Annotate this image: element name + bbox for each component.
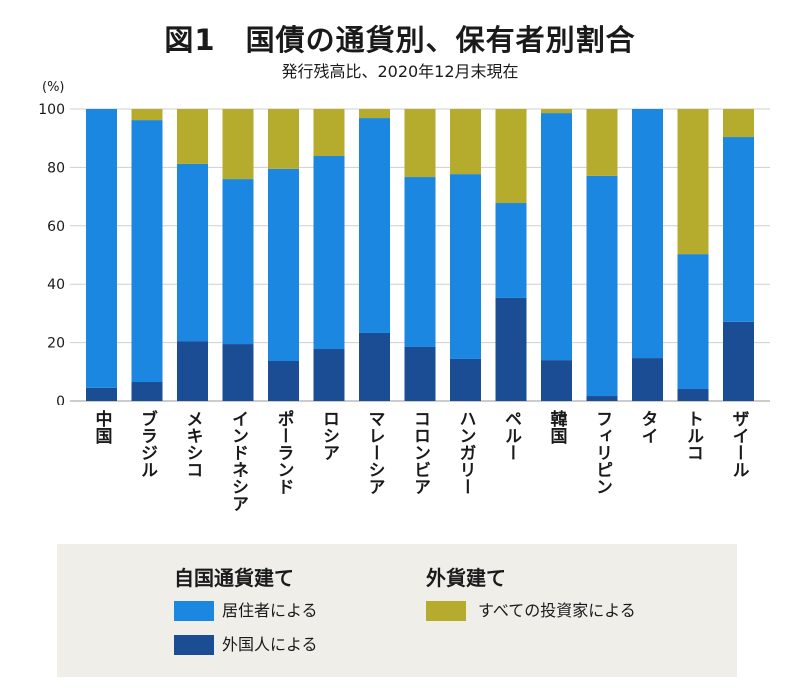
bar-segment-10-3 — [495, 109, 527, 204]
bar-segment-8-1 — [404, 346, 436, 401]
chart-title: 図1 国債の通貨別、保有者別割合 — [164, 23, 636, 57]
y-tick-label: 100 — [38, 102, 65, 118]
legend-label-all-investors: すべての投資家による — [478, 601, 636, 620]
bar-segment-10-2 — [495, 203, 527, 298]
legend-label-residents: 居住者による — [222, 601, 318, 620]
bar-segment-6-2 — [313, 156, 345, 350]
bar-segment-14-2 — [677, 254, 709, 390]
y-tick-label: 0 — [56, 394, 65, 405]
bar-segment-15-3 — [723, 109, 754, 138]
bar-stack — [359, 109, 390, 401]
x-category-label: メキシコ — [182, 410, 203, 478]
y-axis-ticks: 0 20 40 60 80 100 — [38, 102, 65, 405]
bar-stack — [632, 109, 663, 401]
bar-segment-6-3 — [313, 109, 345, 157]
bar-segment-2-1 — [131, 382, 163, 401]
legend-swatch-residents — [174, 601, 214, 621]
x-category-label: ペルー — [501, 410, 521, 461]
bar-segment-3-2 — [177, 163, 208, 342]
bar-segment-1-1 — [86, 387, 117, 401]
bar-segment-9-3 — [450, 109, 481, 175]
bar-segment-15-2 — [723, 137, 754, 322]
bar-layer — [86, 109, 754, 401]
bar-stack — [268, 109, 299, 401]
bar-segment-9-1 — [450, 358, 481, 401]
bar-stack — [313, 109, 345, 401]
bar-segment-13-2 — [632, 109, 663, 359]
bar-stack — [495, 109, 527, 401]
bar-segment-5-3 — [268, 109, 299, 169]
y-axis-label: (%) — [42, 80, 65, 95]
bar-segment-2-3 — [131, 109, 163, 121]
bar-segment-5-2 — [268, 168, 299, 361]
bar-segment-12-3 — [586, 109, 618, 176]
y-tick-label: 60 — [47, 219, 65, 235]
bar-segment-4-3 — [222, 109, 254, 180]
legend-group-title-foreign-currency: 外貨建て — [426, 566, 506, 590]
bar-segment-3-3 — [177, 109, 208, 164]
x-category-label: タイ — [637, 410, 658, 444]
y-tick-label: 80 — [47, 160, 65, 176]
legend-label-foreigners: 外国人による — [222, 635, 318, 654]
bar-stack — [586, 109, 618, 401]
bar-segment-3-1 — [177, 341, 208, 401]
bar-segment-4-2 — [222, 179, 254, 345]
y-tick-label: 40 — [47, 277, 65, 293]
bar-segment-14-1 — [677, 389, 709, 401]
bar-segment-12-2 — [586, 175, 618, 397]
chart-plot-area: 0 20 40 60 80 100 — [38, 102, 770, 405]
bar-segment-13-1 — [632, 358, 663, 401]
x-category-label: マレーシア — [364, 410, 385, 495]
x-category-label: ブラジル — [137, 410, 157, 478]
x-category-label: ポーランド — [273, 410, 294, 495]
bar-segment-12-1 — [586, 396, 618, 401]
legend-swatch-all-investors — [426, 601, 466, 621]
bar-stack — [86, 109, 117, 401]
bar-segment-5-1 — [268, 360, 299, 401]
bar-segment-14-3 — [677, 109, 709, 255]
bar-segment-7-3 — [359, 109, 390, 119]
bar-segment-7-2 — [359, 118, 390, 333]
bar-segment-8-3 — [404, 109, 436, 178]
bar-segment-10-1 — [495, 297, 527, 401]
bar-segment-2-2 — [131, 120, 163, 383]
bar-stack — [677, 109, 709, 401]
bar-segment-7-1 — [359, 332, 390, 401]
bar-segment-9-2 — [450, 174, 481, 359]
bar-stack — [404, 109, 436, 401]
bar-stack — [541, 109, 572, 401]
x-category-label: ロシア — [319, 410, 339, 461]
bar-segment-11-3 — [541, 109, 572, 114]
bar-segment-4-1 — [222, 344, 254, 401]
x-category-label: ハンガリー — [455, 410, 476, 495]
bar-stack — [723, 109, 754, 401]
bar-segment-8-2 — [404, 177, 436, 347]
bar-stack — [222, 109, 254, 401]
x-category-label: 韓国 — [546, 410, 567, 444]
x-category-label: インドネシア — [228, 410, 248, 512]
legend-swatch-foreigners — [174, 635, 214, 655]
chart-subtitle: 発行残高比、2020年12月末現在 — [281, 62, 519, 81]
bar-segment-1-2 — [86, 109, 117, 388]
y-tick-label: 20 — [47, 336, 65, 352]
legend-group-title-domestic-currency: 自国通貨建て — [174, 566, 294, 590]
bar-stack — [177, 109, 208, 401]
x-category-label: 中国 — [91, 410, 112, 444]
bar-segment-6-1 — [313, 349, 345, 401]
x-category-label: トルコ — [683, 410, 703, 461]
bar-segment-15-1 — [723, 321, 754, 401]
bar-segment-11-2 — [541, 113, 572, 361]
x-category-label: ザイール — [728, 410, 749, 478]
x-category-label: フィリピン — [592, 410, 612, 495]
bar-segment-11-1 — [541, 360, 572, 401]
bar-stack — [450, 109, 481, 401]
bar-stack — [131, 109, 163, 401]
x-category-label: コロンビア — [410, 410, 430, 495]
legend: 自国通貨建て 居住者による 外国人による 外貨建て すべての投資家による — [57, 544, 737, 677]
